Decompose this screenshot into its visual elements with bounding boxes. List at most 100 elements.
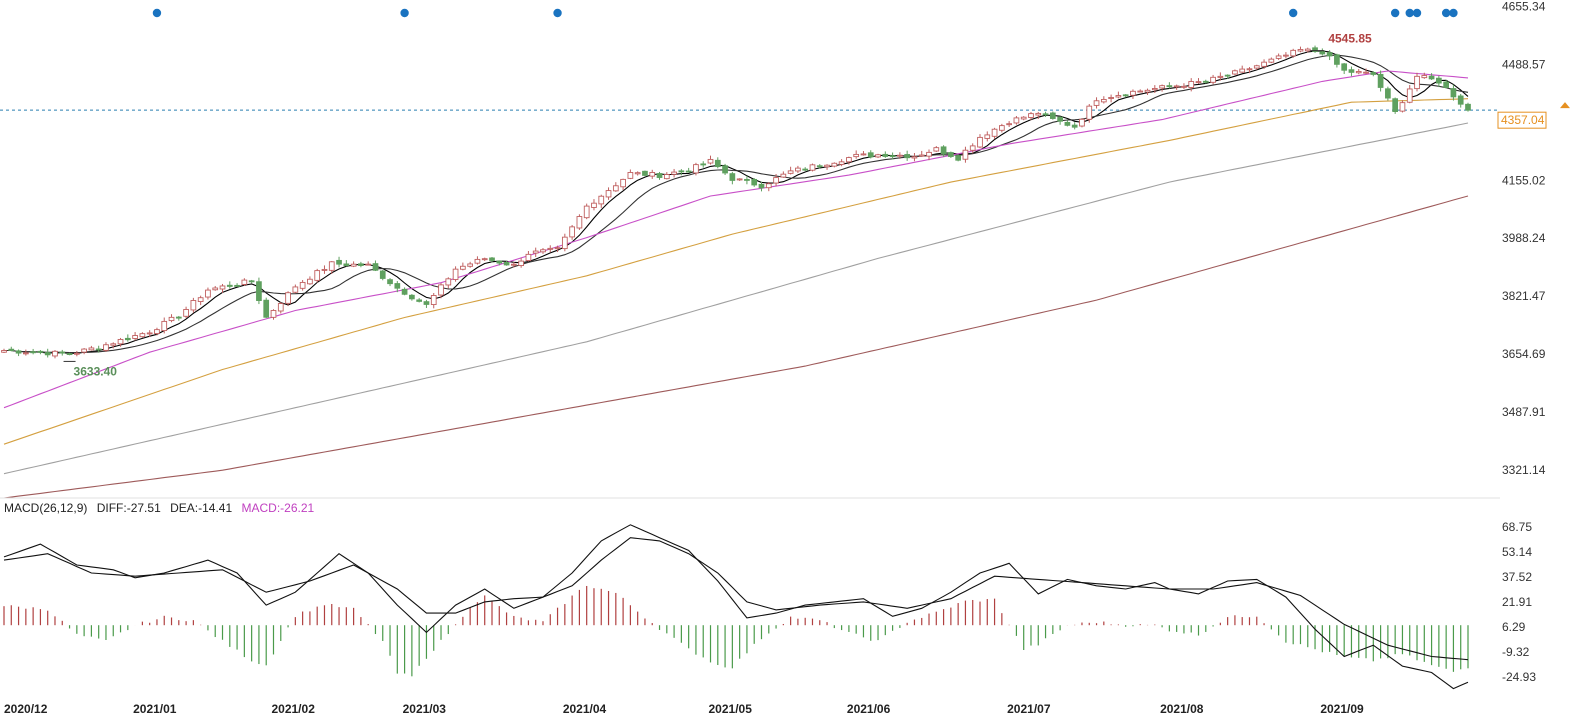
candle [1436, 75, 1442, 88]
candle-body [802, 168, 809, 171]
candle [438, 282, 444, 299]
candle [44, 348, 51, 358]
candle-body [744, 178, 750, 181]
candle-body [1159, 85, 1165, 89]
price-tick-label: 3654.69 [1502, 347, 1546, 361]
candle-body [1064, 121, 1071, 126]
candle [321, 265, 328, 274]
candle-body [918, 154, 925, 157]
candle [1406, 85, 1413, 104]
candle [394, 281, 401, 293]
macd-dea-line [3, 537, 1469, 661]
candle [918, 150, 925, 157]
candle [328, 261, 335, 274]
candle-body [816, 165, 823, 168]
candle [1100, 96, 1107, 104]
candle-body [1355, 71, 1362, 74]
candle-body [1, 350, 7, 353]
candle [1202, 79, 1209, 84]
candle [336, 256, 342, 268]
candle [1108, 94, 1114, 103]
candle-body [511, 263, 517, 266]
candle [1239, 65, 1246, 73]
candle-body [889, 155, 896, 158]
candle-body [1210, 76, 1216, 83]
x-tick-label: 2021/03 [403, 702, 447, 716]
candle [372, 260, 379, 272]
candle-body [736, 178, 743, 181]
macd-diff-label: DIFF:-27.51 [96, 501, 161, 515]
candle-body [1443, 81, 1449, 88]
candle-body [438, 284, 444, 296]
candle-body [1079, 118, 1085, 127]
candle-body [1042, 113, 1049, 116]
candle-body [1465, 103, 1471, 111]
candle-body [183, 309, 189, 317]
candle [15, 349, 22, 357]
candle-body [955, 155, 961, 161]
signal-dot-icon[interactable] [400, 8, 409, 18]
candle [1057, 116, 1063, 125]
candle-body [350, 263, 357, 267]
candle [561, 233, 568, 252]
candle-body [765, 183, 772, 189]
candle [846, 156, 852, 165]
x-tick-label: 2021/02 [271, 702, 315, 716]
candle-body [1100, 98, 1107, 103]
candle-body [1399, 102, 1406, 112]
candle-body [88, 347, 95, 351]
price-tick-label: 4488.57 [1502, 58, 1546, 72]
candle-body [1377, 73, 1384, 88]
candle [787, 166, 794, 175]
ma-line-ma120 [3, 122, 1469, 475]
high-label: 4545.85 [1328, 32, 1372, 46]
signal-dot-icon[interactable] [1412, 8, 1422, 18]
macd-tick-label: 37.52 [1502, 570, 1532, 584]
candle [744, 175, 750, 185]
candle-body [401, 288, 408, 295]
candle-body [1224, 74, 1231, 77]
candle [1210, 74, 1216, 85]
candle-body [394, 283, 401, 289]
candle [736, 178, 743, 181]
candle-body [1217, 75, 1224, 78]
signal-dot-icon[interactable] [1405, 8, 1414, 18]
candle [1443, 79, 1449, 89]
candle-body [154, 329, 160, 334]
candle-body [598, 195, 605, 205]
candle [314, 268, 321, 283]
candle [161, 317, 168, 334]
signal-dot-icon[interactable] [1288, 8, 1298, 18]
candle [663, 172, 670, 180]
candle-body [569, 226, 575, 238]
candle-body [940, 146, 947, 155]
candle-body [270, 310, 277, 318]
candle-body [1268, 58, 1275, 63]
signal-dot-icon[interactable] [553, 8, 562, 18]
signal-dot-icon[interactable] [1390, 8, 1400, 18]
candle [612, 182, 619, 192]
signal-dot-icon[interactable] [152, 8, 162, 18]
candle-body [969, 145, 976, 151]
candle-body [73, 352, 80, 355]
candle [88, 345, 95, 351]
candle [875, 153, 881, 159]
candle [1181, 83, 1187, 90]
x-tick-label: 2021/01 [133, 702, 177, 716]
candle [1421, 72, 1428, 79]
candle-body [30, 351, 36, 354]
candle-body [212, 287, 219, 291]
candle [554, 245, 561, 253]
candle-body [751, 178, 758, 186]
candle [285, 291, 291, 307]
signal-dot-icon[interactable] [1449, 8, 1458, 18]
candle [969, 143, 976, 154]
candle [1035, 111, 1042, 119]
candle [867, 150, 874, 159]
signal-dot-icon[interactable] [1441, 8, 1451, 18]
candle [103, 342, 109, 353]
candle [343, 260, 350, 267]
candle-body [1450, 88, 1457, 98]
